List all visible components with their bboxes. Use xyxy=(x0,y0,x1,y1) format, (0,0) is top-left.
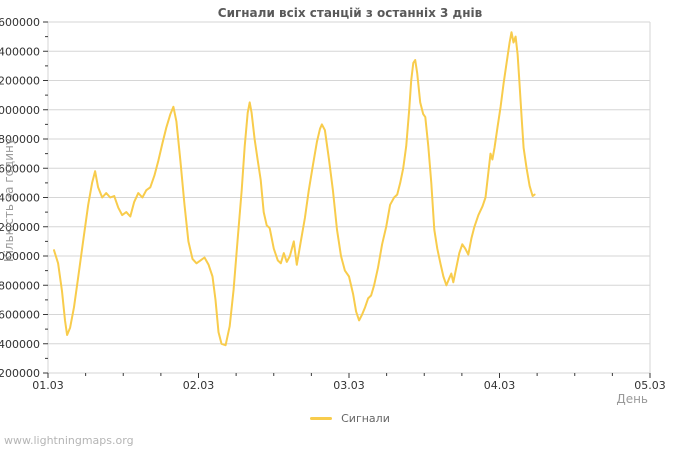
axis-tick-labels: 6200000 6400000 6600000 6800000 7000000 72000… xyxy=(0,16,666,392)
svg-text:04.03: 04.03 xyxy=(484,379,516,392)
svg-text:6200000: 6200000 xyxy=(0,367,40,380)
legend-line-swatch xyxy=(310,417,333,420)
legend-label: Сигнали xyxy=(341,412,390,425)
svg-text:8600000: 8600000 xyxy=(0,16,40,29)
gridlines xyxy=(47,21,651,374)
x-axis-title: День xyxy=(616,392,648,406)
svg-text:6400000: 6400000 xyxy=(0,338,40,351)
svg-text:8400000: 8400000 xyxy=(0,45,40,58)
svg-text:01.03: 01.03 xyxy=(32,379,64,392)
svg-text:6800000: 6800000 xyxy=(0,279,40,292)
svg-text:05.03: 05.03 xyxy=(634,379,666,392)
y-axis-title: Кількість за годину xyxy=(2,138,16,262)
svg-text:7000000: 7000000 xyxy=(0,250,40,263)
signals-series-line xyxy=(53,31,536,347)
svg-text:7600000: 7600000 xyxy=(0,162,40,175)
svg-text:7800000: 7800000 xyxy=(0,133,40,146)
svg-text:7400000: 7400000 xyxy=(0,192,40,205)
svg-text:02.03: 02.03 xyxy=(183,379,215,392)
axis-ticks xyxy=(43,21,651,378)
legend: Сигнали xyxy=(0,412,700,425)
svg-text:7200000: 7200000 xyxy=(0,221,40,234)
svg-text:8200000: 8200000 xyxy=(0,75,40,88)
svg-text:6600000: 6600000 xyxy=(0,309,40,322)
chart-title: Сигнали всіх станцій з останніх 3 днів xyxy=(217,6,483,20)
watermark-link[interactable]: www.lightningmaps.org xyxy=(4,434,134,447)
svg-text:03.03: 03.03 xyxy=(333,379,365,392)
